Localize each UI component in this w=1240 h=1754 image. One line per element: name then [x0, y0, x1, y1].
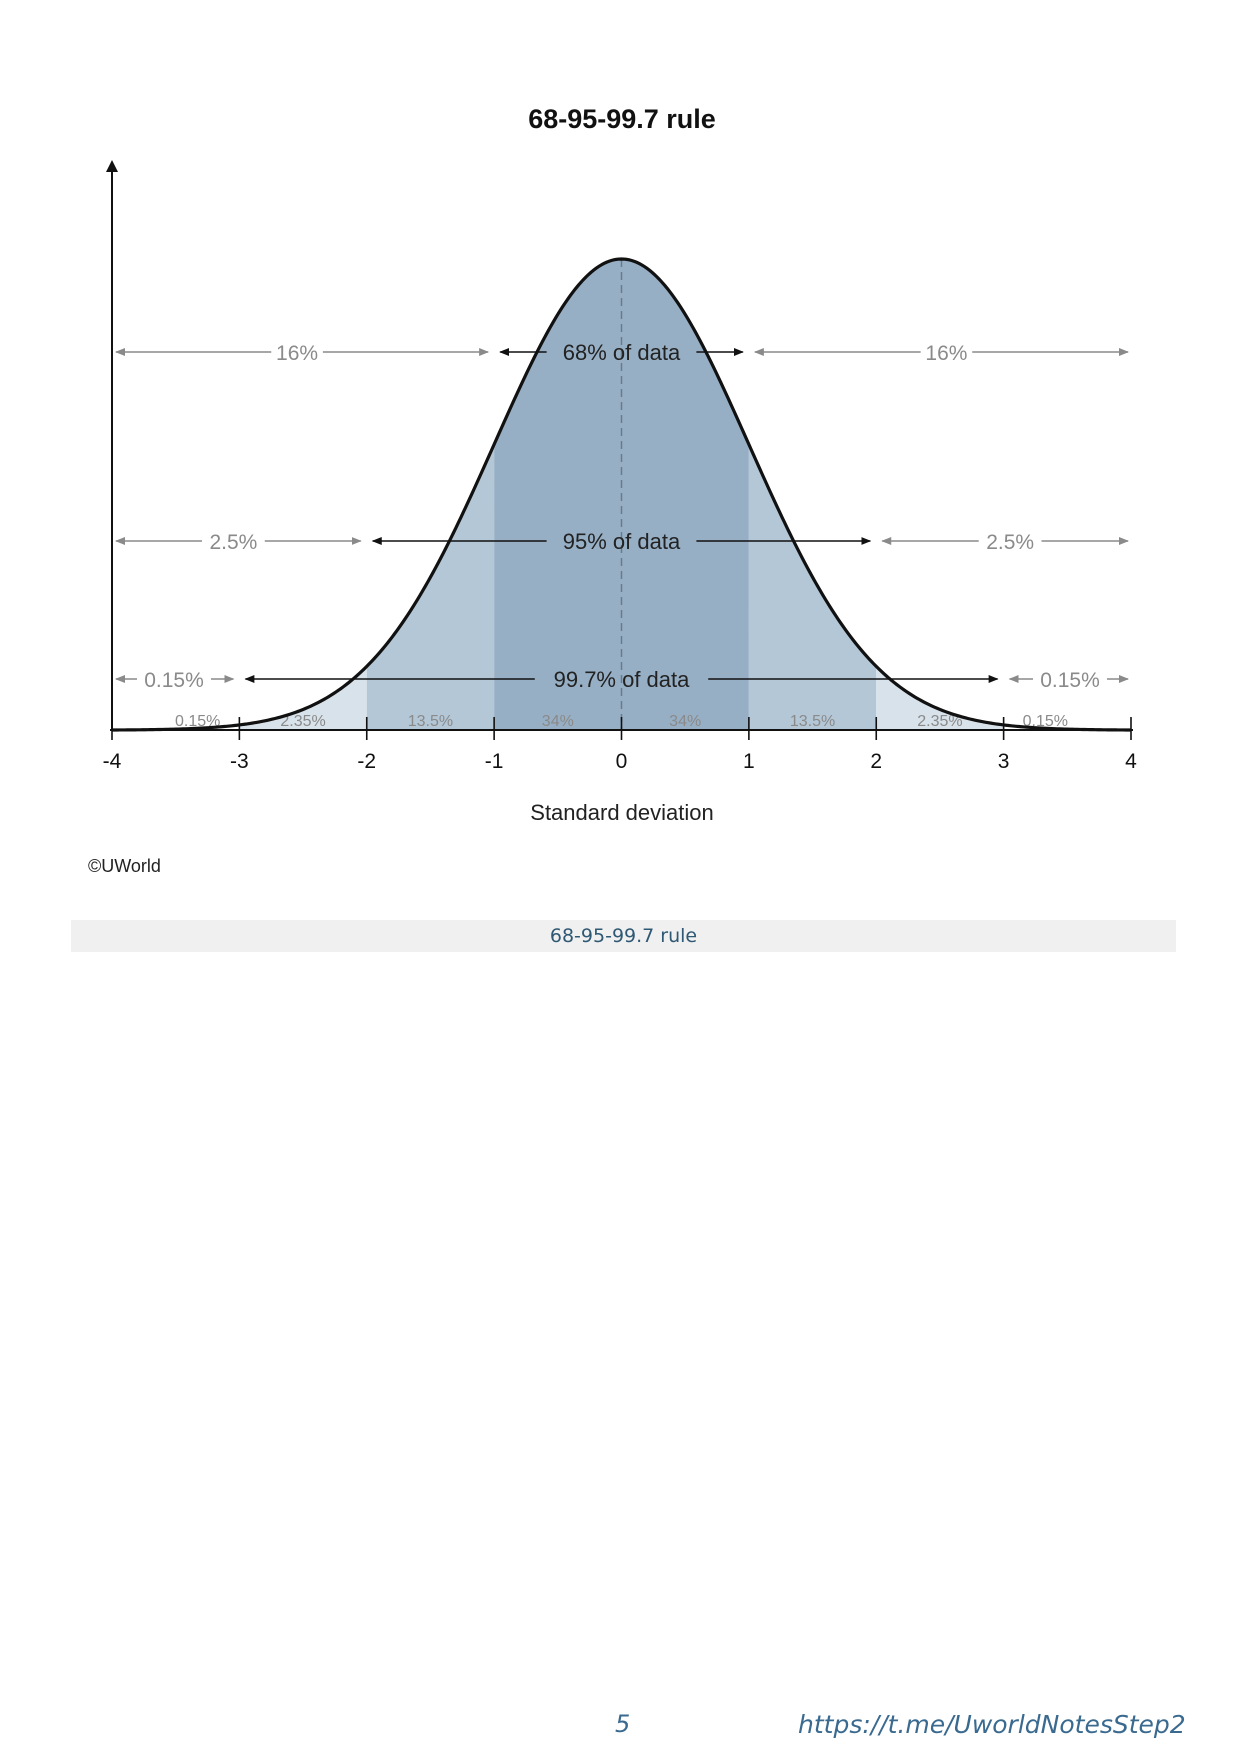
range-3-sigma: 99.7% of data 0.15% 0.15%	[115, 667, 1129, 692]
range-label-2: 95% of data	[563, 529, 681, 554]
band-label-3: 13.5%	[408, 713, 453, 730]
range-annotations: 68% of data 16% 16% 95% of data 2.5% 2.5% 99.7…	[115, 340, 1129, 692]
tail-label-right-3: 0.15%	[1040, 669, 1100, 692]
range-label-1: 68% of data	[563, 340, 681, 365]
band-label-4: 34%	[542, 713, 574, 730]
x-tick-label-2: -3	[230, 750, 249, 773]
tail-label-left-3: 0.15%	[144, 669, 204, 692]
range-label-3: 99.7% of data	[554, 667, 691, 692]
x-tick-label-5: 0	[616, 750, 628, 773]
sigma-bands: 0.15% 2.35% 13.5% 34% 34% 13.5% 2.35% 0.15%	[111, 257, 1132, 732]
band-7	[876, 666, 1004, 730]
x-tick-label-3: -2	[357, 750, 376, 773]
band-label-5: 34%	[669, 713, 701, 730]
normal-curve	[111, 257, 1132, 732]
range-2-sigma: 95% of data 2.5% 2.5%	[115, 529, 1129, 554]
normal-distribution-chart: 0.15% 2.35% 13.5% 34% 34% 13.5% 2.35% 0.15% 68%…	[88, 104, 1137, 876]
x-tick-label-1: -4	[103, 750, 122, 773]
x-tick-label-9: 4	[1125, 750, 1137, 773]
band-2	[239, 666, 367, 730]
tail-label-left-2: 2.5%	[209, 531, 257, 554]
copyright-credit: ©UWorld	[88, 856, 161, 876]
range-1-sigma: 68% of data 16% 16%	[115, 340, 1129, 365]
chart-title: 68-95-99.7 rule	[528, 104, 716, 134]
x-tick-label-4: -1	[485, 750, 504, 773]
x-axis-label: Standard deviation	[530, 800, 713, 825]
figure-caption-bar: 68-95-99.7 rule	[71, 920, 1176, 952]
figure-caption: 68-95-99.7 rule	[549, 925, 698, 947]
x-tick-label-6: 1	[743, 750, 755, 773]
telegram-link[interactable]: https://t.me/UworldNotesStep2	[798, 1710, 1186, 1739]
page-number: 5	[615, 1710, 631, 1738]
band-label-6: 13.5%	[790, 713, 835, 730]
x-tick-label-7: 2	[870, 750, 882, 773]
tail-label-right-1: 16%	[925, 342, 967, 365]
band-label-7: 2.35%	[917, 713, 962, 730]
band-5	[621, 259, 749, 730]
x-tick-label-8: 3	[998, 750, 1010, 773]
band-label-2: 2.35%	[280, 713, 325, 730]
band-label-1: 0.15%	[175, 713, 220, 730]
tail-label-left-1: 16%	[276, 342, 318, 365]
tail-label-right-2: 2.5%	[986, 531, 1034, 554]
band-label-8: 0.15%	[1023, 713, 1068, 730]
x-axis: -4 -3 -2 -1 0 1 2 3 4	[103, 160, 1137, 773]
band-4	[494, 259, 622, 730]
